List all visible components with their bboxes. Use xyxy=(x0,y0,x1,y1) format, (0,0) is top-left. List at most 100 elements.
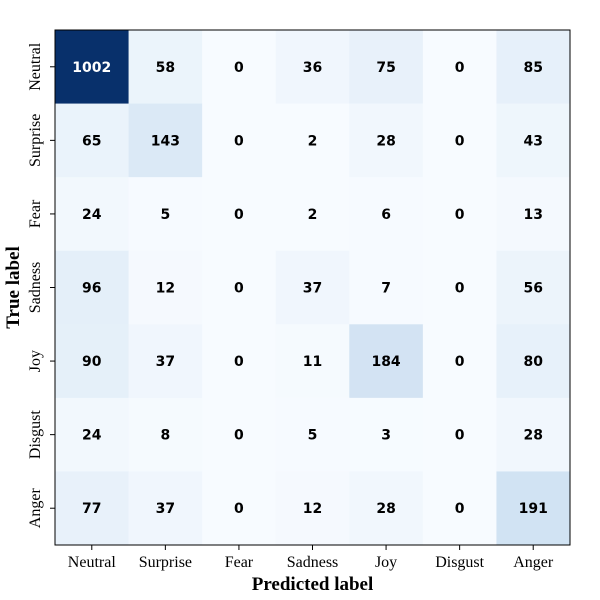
heatmap-cell xyxy=(128,103,203,178)
x-tick-label: Anger xyxy=(513,554,554,571)
cell-value-label: 85 xyxy=(523,60,542,76)
heatmap-cell xyxy=(55,103,130,178)
cell-value-label: 0 xyxy=(234,354,244,370)
heatmap-cell xyxy=(422,103,497,178)
heatmap-cell xyxy=(202,177,277,252)
cell-value-label: 90 xyxy=(82,354,102,370)
heatmap-cell xyxy=(349,177,424,252)
heatmap-cell xyxy=(128,250,203,325)
x-tick-label: Fear xyxy=(225,554,254,571)
cell-value-label: 8 xyxy=(160,428,170,444)
y-tick-label: Surprise xyxy=(27,114,44,167)
heatmap-cell xyxy=(349,250,424,325)
heatmap-cell xyxy=(128,177,203,252)
cell-value-label: 0 xyxy=(234,207,244,223)
heatmap-cell xyxy=(275,30,350,105)
cell-value-label: 77 xyxy=(82,501,101,517)
cell-value-label: 184 xyxy=(371,354,400,370)
x-axis-ticks: Neutral Surprise Fear Sadness Joy Disgust Ange… xyxy=(68,545,554,571)
heatmap-cell xyxy=(55,471,130,546)
heatmap-cells xyxy=(55,30,571,546)
heatmap-cell xyxy=(128,397,203,472)
heatmap-cell xyxy=(202,471,277,546)
heatmap-cell xyxy=(349,397,424,472)
cell-value-label: 143 xyxy=(151,133,180,149)
heatmap-cell xyxy=(496,30,571,105)
y-tick-label: Neutral xyxy=(27,42,44,91)
cell-value-label: 0 xyxy=(455,133,465,149)
y-tick-label: Joy xyxy=(27,350,44,372)
cell-value-label: 65 xyxy=(82,133,101,149)
heatmap-cell xyxy=(422,397,497,472)
heatmap-cell xyxy=(496,397,571,472)
heatmap-cell xyxy=(422,177,497,252)
heatmap-cell xyxy=(496,250,571,325)
heatmap-cell xyxy=(349,30,424,105)
heatmap-cell xyxy=(275,397,350,472)
heatmap-cell xyxy=(275,471,350,546)
heatmap-cell xyxy=(422,471,497,546)
x-tick-label: Sadness xyxy=(287,554,339,571)
cell-value-label: 7 xyxy=(381,281,391,297)
heatmap-cell xyxy=(202,30,277,105)
cell-value-label: 0 xyxy=(234,60,244,76)
heatmap-cell xyxy=(202,324,277,399)
cell-value-label: 75 xyxy=(376,60,395,76)
heatmap-cell xyxy=(349,471,424,546)
cell-value-label: 5 xyxy=(308,428,318,444)
cell-value-label: 2 xyxy=(308,133,318,149)
heatmap-cell xyxy=(128,30,203,105)
cell-value-label: 5 xyxy=(160,207,170,223)
cell-value-label: 24 xyxy=(82,428,102,444)
heatmap-cell xyxy=(128,324,203,399)
cell-value-label: 0 xyxy=(455,281,465,297)
y-tick-label: Disgust xyxy=(27,410,44,459)
y-tick-label: Anger xyxy=(27,488,44,529)
cell-value-label: 80 xyxy=(523,354,543,370)
heatmap-cell xyxy=(275,324,350,399)
x-tick-label: Surprise xyxy=(139,554,192,571)
cell-value-label: 24 xyxy=(82,207,102,223)
cell-value-label: 28 xyxy=(376,133,395,149)
x-axis-title: Predicted label xyxy=(252,574,374,595)
cell-value-label: 191 xyxy=(519,501,548,517)
heatmap-cell xyxy=(55,397,130,472)
heatmap-cell xyxy=(349,324,424,399)
heatmap-cell xyxy=(275,177,350,252)
x-tick-label: Disgust xyxy=(435,554,484,571)
heatmap-cell xyxy=(496,471,571,546)
cell-value-label: 0 xyxy=(234,428,244,444)
cell-value-label: 37 xyxy=(303,281,322,297)
heatmap-cell xyxy=(202,250,277,325)
y-axis-title: True label xyxy=(3,246,24,329)
heatmap-cell xyxy=(202,103,277,178)
cell-value-label: 37 xyxy=(156,501,175,517)
cell-value-label: 0 xyxy=(455,354,465,370)
heatmap-cell xyxy=(422,324,497,399)
cell-value-label: 12 xyxy=(156,281,175,297)
cell-value-label: 2 xyxy=(308,207,318,223)
y-axis-ticks: Neutral Surprise Fear Sadness Joy Disgust Ange… xyxy=(27,42,55,528)
cell-value-label: 3 xyxy=(381,428,391,444)
heatmap-cell xyxy=(496,177,571,252)
cell-value-label: 0 xyxy=(455,207,465,223)
x-tick-label: Joy xyxy=(375,554,397,571)
cell-value-label: 11 xyxy=(303,354,322,370)
cell-value-label: 56 xyxy=(523,281,542,297)
cell-value-label: 0 xyxy=(455,60,465,76)
cell-value-label: 0 xyxy=(234,501,244,517)
cell-value-label: 28 xyxy=(376,501,395,517)
heatmap-cell xyxy=(496,324,571,399)
cell-value-label: 12 xyxy=(303,501,322,517)
heatmap-cell xyxy=(275,250,350,325)
heatmap-cell xyxy=(202,397,277,472)
cell-value-label: 0 xyxy=(234,133,244,149)
cell-value-label: 58 xyxy=(156,60,175,76)
heatmap-cell xyxy=(128,471,203,546)
heatmap-cell xyxy=(422,30,497,105)
heatmap-cell xyxy=(422,250,497,325)
heatmap-cell xyxy=(55,250,130,325)
cell-value-label: 13 xyxy=(523,207,542,223)
heatmap-cell xyxy=(496,103,571,178)
